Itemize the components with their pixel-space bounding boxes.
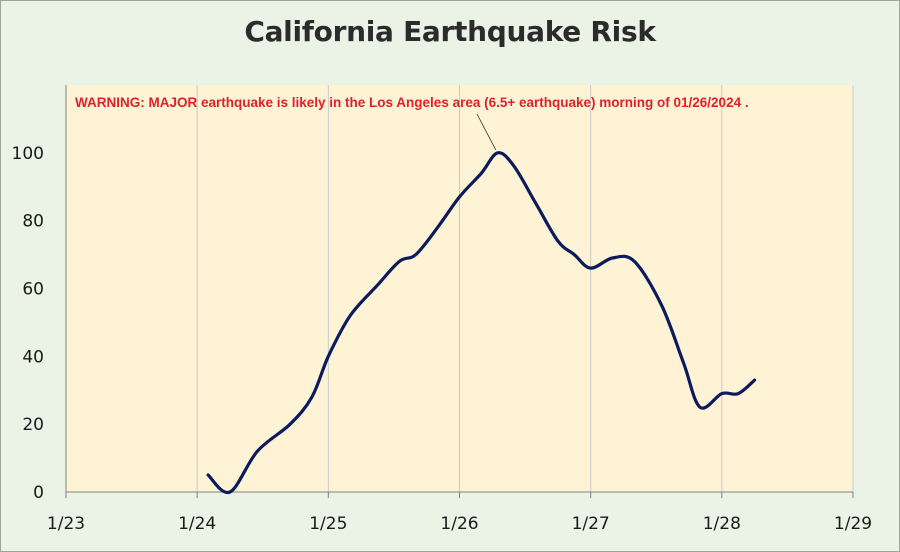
tick-labels: 1/23 1/24 1/25 1/26 1/27 1/28 1/29 0 20 40 60 80 100 bbox=[12, 144, 873, 534]
y-tick-label: 20 bbox=[22, 415, 44, 435]
x-tick-label: 1/26 bbox=[440, 514, 478, 534]
annotation-layer: WARNING: MAJOR earthquake is likely in t… bbox=[75, 95, 749, 151]
annotation-leader-line bbox=[476, 113, 497, 151]
x-tick-label: 1/23 bbox=[47, 514, 85, 534]
x-tick-label: 1/29 bbox=[834, 514, 872, 534]
x-tick-label: 1/27 bbox=[572, 514, 610, 534]
axes bbox=[65, 85, 854, 498]
warning-annotation: WARNING: MAJOR earthquake is likely in t… bbox=[75, 95, 749, 110]
y-tick-label: 60 bbox=[22, 280, 44, 300]
y-tick-label: 40 bbox=[22, 347, 44, 367]
y-tick-label: 100 bbox=[12, 144, 44, 164]
x-tick-label: 1/25 bbox=[309, 514, 347, 534]
chart-title: California Earthquake Risk bbox=[244, 15, 656, 48]
series-layer bbox=[206, 151, 757, 495]
x-tick-label: 1/28 bbox=[703, 514, 741, 534]
y-tick-label: 80 bbox=[22, 212, 44, 232]
y-tick-label: 0 bbox=[33, 483, 44, 503]
x-tick-label: 1/24 bbox=[178, 514, 216, 534]
